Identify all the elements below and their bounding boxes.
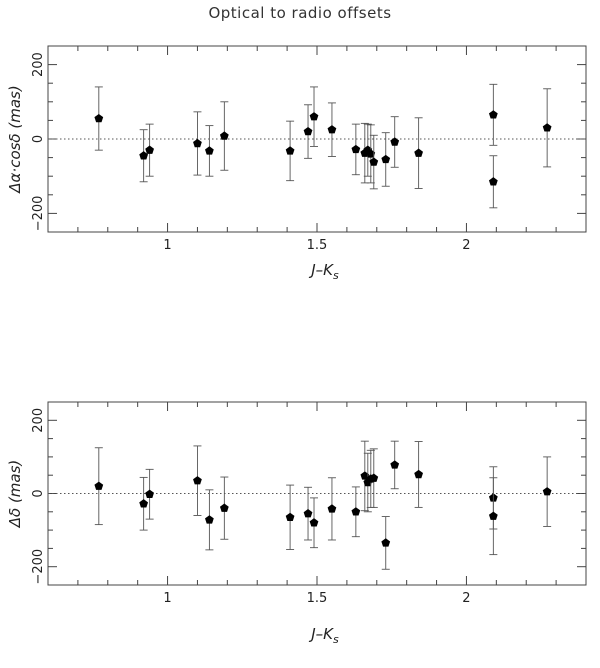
data-point [351, 144, 361, 154]
data-point [139, 499, 149, 508]
data-point [381, 538, 391, 547]
data-point [303, 509, 313, 518]
data-point [145, 145, 154, 154]
y-tick-label: 200 [31, 52, 46, 77]
x-axis-label-subscript: s [333, 633, 339, 646]
data-point [366, 149, 376, 158]
figure-title: Optical to radio offsets [208, 4, 392, 22]
data-point [351, 507, 361, 516]
data-point [219, 503, 229, 512]
x-tick-label: 1 [163, 238, 171, 253]
data-point [369, 157, 379, 166]
data-point [327, 125, 337, 134]
data-point [145, 489, 154, 498]
data-point [309, 112, 319, 121]
x-tick-label: 1 [163, 591, 171, 606]
data-point [139, 151, 149, 160]
data-point [390, 460, 400, 469]
data-point [414, 148, 423, 157]
top-panel: 1 1.5 2 −200 0 200 J–Ks Δα·cosδ (mas) [6, 45, 587, 282]
x-axis-label-subscript: s [333, 269, 339, 282]
bottom-panel: 1 1.5 2 −200 0 200 J–Ks Δδ (mas) [6, 401, 587, 646]
data-point [390, 137, 400, 146]
y-axis-label: Δδ (mas) [6, 460, 24, 529]
data-point [94, 113, 104, 123]
y-tick-label: 200 [31, 408, 46, 433]
data-point [488, 511, 498, 520]
x-tick-label: 1.5 [307, 591, 328, 606]
y-tick-label: −200 [31, 196, 46, 232]
x-axis-label: J–Ks [308, 625, 339, 646]
data-point [285, 512, 295, 522]
x-tick-label: 2 [462, 238, 470, 253]
data-point [219, 131, 229, 140]
y-tick-label: 0 [31, 135, 46, 143]
data-point [193, 138, 202, 148]
data-point [285, 146, 295, 155]
y-axis-label: Δα·cosδ (mas) [6, 85, 24, 193]
data-point [488, 110, 498, 119]
data-point [542, 487, 552, 496]
data-point [193, 476, 202, 485]
data-point [303, 126, 313, 136]
x-tick-label: 1.5 [307, 238, 328, 253]
y-tick-label: −200 [31, 549, 46, 585]
data-point [205, 146, 214, 155]
y-tick-label: 0 [31, 489, 46, 497]
x-axis-label: J–Ks [308, 261, 339, 282]
data-point [94, 481, 104, 490]
data-point [488, 177, 498, 186]
data-point [327, 504, 337, 513]
data-point [309, 518, 319, 527]
data-point [381, 154, 391, 164]
data-point [205, 515, 214, 524]
data-point [414, 469, 423, 479]
x-tick-label: 2 [462, 591, 470, 606]
data-point [542, 123, 552, 132]
data-point [369, 473, 379, 482]
